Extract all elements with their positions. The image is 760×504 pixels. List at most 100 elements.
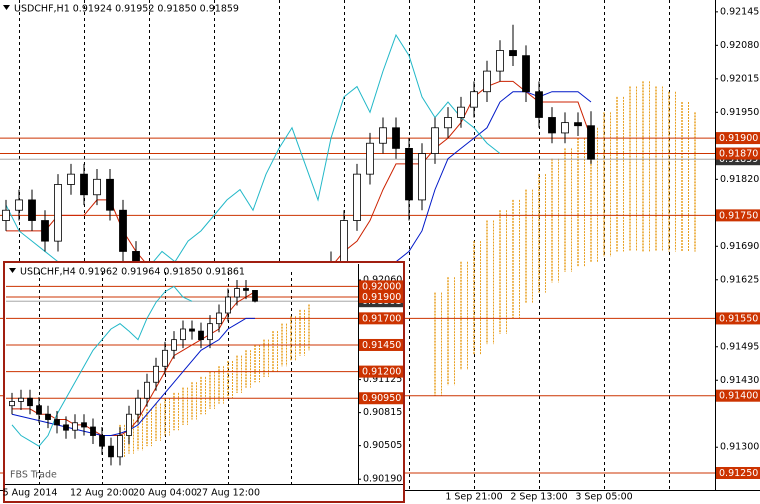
candle-body (392, 127, 400, 149)
candle-body (135, 397, 141, 415)
level-box (716, 209, 760, 222)
candle-body (153, 365, 159, 383)
candle-body (340, 220, 348, 263)
candle-body (252, 290, 258, 302)
level-box (359, 280, 403, 293)
level-label: 0.91700 (362, 313, 401, 324)
level-label: 0.91200 (362, 367, 401, 378)
candle-body (379, 127, 387, 144)
level-label: 0.91750 (719, 210, 758, 221)
watermark: FBS Trade (10, 470, 57, 481)
candle-body (243, 288, 249, 291)
candle-body (80, 173, 88, 196)
indicator-line (12, 291, 256, 437)
x-tick-label: 20 Aug 04:00 (133, 488, 197, 499)
candle-body (198, 330, 204, 341)
level-label: 0.92000 (362, 281, 401, 292)
candle-body (117, 435, 123, 458)
candle-body (535, 91, 543, 118)
candle-body (144, 381, 150, 399)
candle-body (63, 424, 69, 431)
y-tick-label: 0.91300 (720, 442, 759, 453)
level-box (716, 389, 760, 402)
candle-body (405, 147, 413, 201)
current-price-label: 0.91859 (719, 154, 758, 165)
y-tick-label: 0.92145 (720, 6, 759, 17)
candle-body (180, 328, 186, 341)
level-label: 0.91250 (719, 468, 758, 479)
candle-body (27, 397, 33, 407)
y-tick-label: 0.91125 (363, 374, 402, 385)
candle-body (353, 173, 361, 221)
candle-body (457, 106, 465, 118)
candle-body (36, 405, 42, 415)
candle-body (561, 122, 569, 134)
y-tick-label: 0.90505 (363, 440, 402, 451)
indicator-line (11, 285, 193, 447)
inset-window (3, 261, 405, 503)
x-tick-label: 5 Aug 2014 (3, 488, 58, 499)
candle-body (93, 178, 101, 196)
candle-body (496, 50, 504, 72)
candle-body (54, 184, 62, 242)
candle-body (162, 349, 168, 367)
candle-body (106, 178, 114, 211)
inset-title: USDCHF,H4 0.91962 0.91964 0.91850 0.9186… (20, 267, 245, 278)
level-box (359, 338, 403, 351)
candle-body (54, 419, 60, 426)
level-box (359, 291, 403, 304)
y-tick-label: 0.91690 (720, 241, 759, 252)
candle-body (216, 312, 222, 325)
level-box (716, 312, 760, 325)
candle-body (99, 435, 105, 447)
level-label: 0.91870 (719, 149, 758, 160)
candle-body (126, 413, 132, 436)
x-tick-label: 27 Aug 12:00 (196, 488, 260, 499)
candle-body (108, 445, 114, 458)
level-label: 0.91550 (719, 313, 758, 324)
level-label: 0.90950 (362, 393, 401, 404)
x-tick-label: 12 Aug 20:00 (70, 488, 134, 499)
level-box (716, 132, 760, 145)
candle-body (2, 209, 10, 221)
candle-body (207, 323, 213, 341)
level-box (359, 392, 403, 405)
candle-body (15, 199, 23, 211)
chart-title: USDCHF,H1 0.91924 0.91952 0.91850 0.9185… (14, 4, 239, 15)
candle-body (587, 125, 595, 160)
level-box (359, 312, 403, 325)
y-tick-label: 0.90815 (363, 407, 402, 418)
candle-body (119, 209, 127, 252)
level-label: 0.91900 (719, 133, 758, 144)
candle-body (72, 422, 78, 431)
x-tick-label: 3 Sep 05:00 (575, 492, 632, 503)
candle-body (483, 70, 491, 93)
level-label: 0.91900 (362, 292, 401, 303)
candle-body (444, 117, 452, 129)
candle-body (67, 173, 75, 185)
candle-body (225, 296, 231, 314)
candle-body (522, 55, 530, 93)
candle-body (81, 422, 87, 428)
inset-icon (9, 268, 16, 273)
level-box (716, 466, 760, 479)
level-box (716, 147, 760, 160)
candle-body (431, 127, 439, 154)
level-label: 0.91400 (719, 391, 758, 402)
y-tick-label: 0.91430 (720, 375, 759, 386)
candle-body (171, 339, 177, 351)
candle-body (18, 397, 24, 402)
y-tick-label: 0.92015 (720, 73, 759, 84)
candle-body (41, 220, 49, 242)
candle-body (189, 328, 195, 332)
chart-icon (3, 5, 10, 10)
x-tick-label: 2 Sep 13:00 (510, 492, 567, 503)
level-label: 0.91450 (362, 340, 401, 351)
y-tick-label: 0.90190 (363, 474, 402, 485)
x-tick-label: 1 Sep 21:00 (445, 492, 502, 503)
candle-body (509, 50, 517, 57)
candle-body (90, 426, 96, 436)
y-tick-label: 0.92080 (720, 40, 759, 51)
